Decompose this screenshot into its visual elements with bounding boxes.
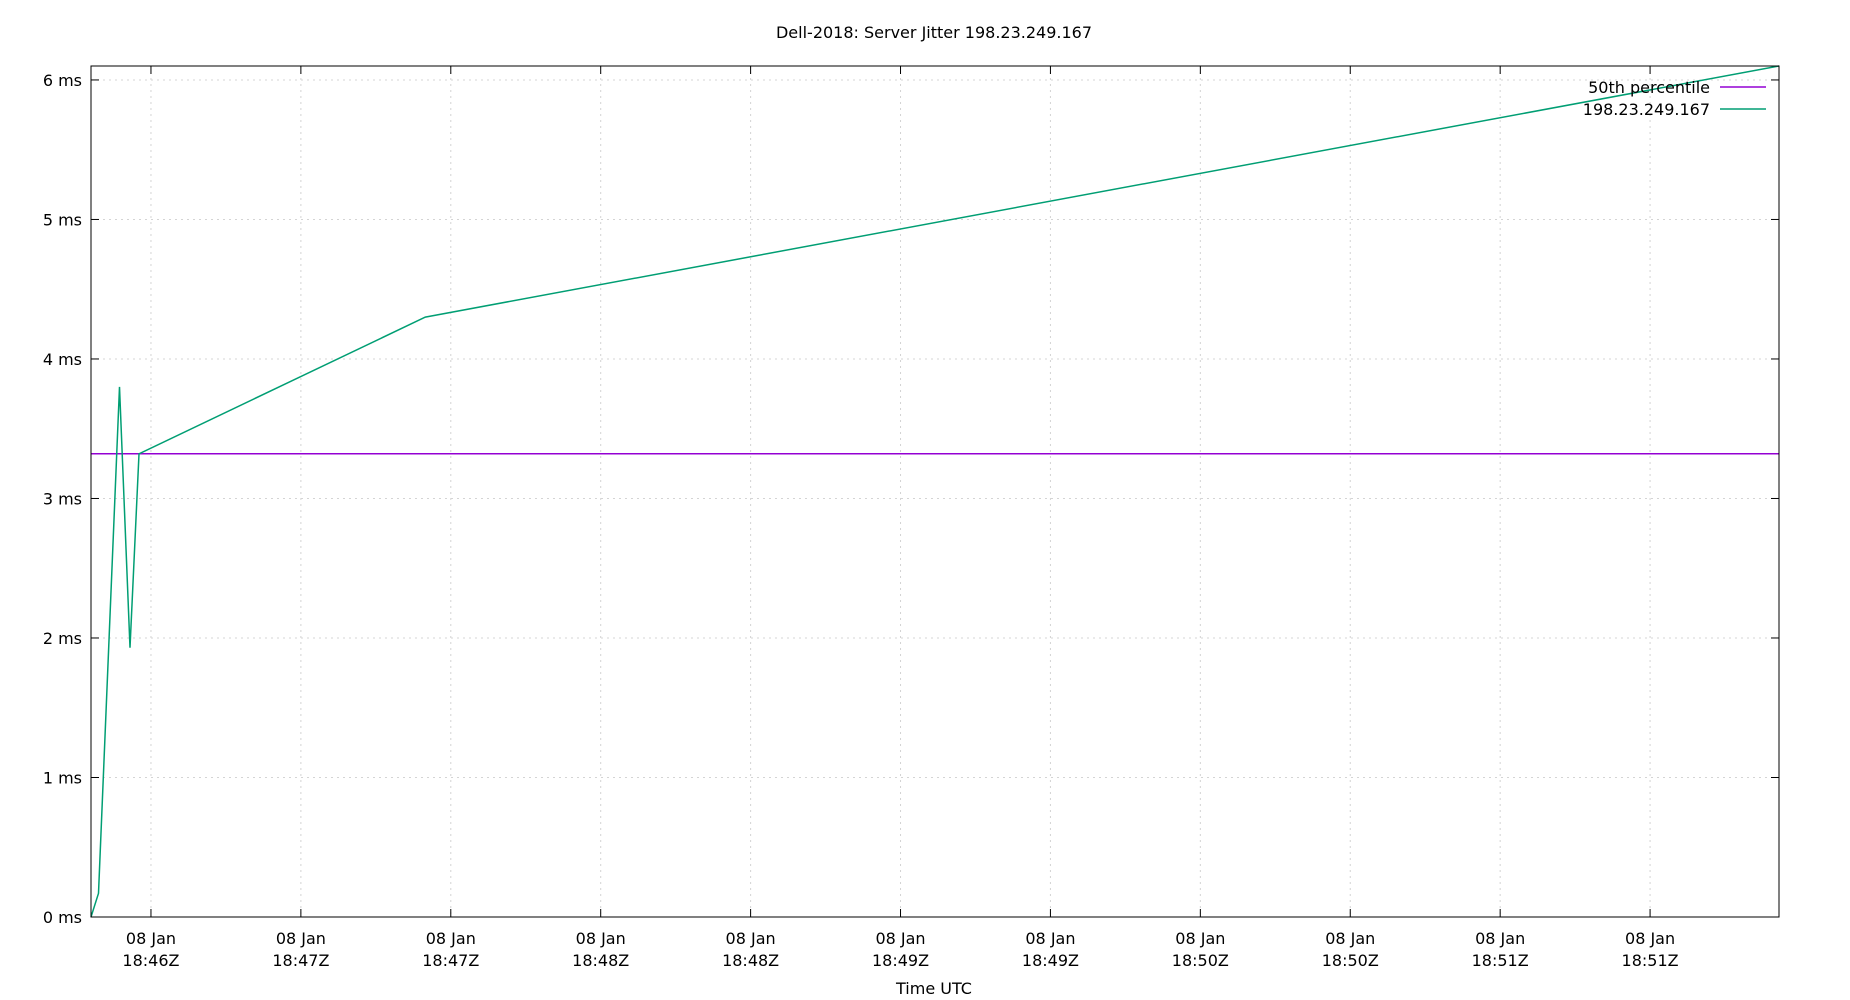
x-tick-label: 18:47Z <box>422 951 479 970</box>
y-tick-label: 5 ms <box>43 210 82 229</box>
x-tick-label: 18:51Z <box>1472 951 1529 970</box>
chart-title: Dell-2018: Server Jitter 198.23.249.167 <box>776 23 1092 42</box>
x-tick-label: 18:47Z <box>272 951 329 970</box>
plot-series <box>90 65 1780 918</box>
legend-label: 50th percentile <box>1588 78 1710 97</box>
x-tick-label: 08 Jan <box>1325 929 1375 948</box>
x-tick-label: 18:49Z <box>1022 951 1079 970</box>
x-tick-label: 08 Jan <box>126 929 176 948</box>
x-tick-label: 08 Jan <box>726 929 776 948</box>
x-tick-label: 08 Jan <box>276 929 326 948</box>
y-tick-label: 2 ms <box>43 629 82 648</box>
x-tick-label: 08 Jan <box>875 929 925 948</box>
x-tick-label: 08 Jan <box>1175 929 1225 948</box>
x-tick-label: 18:46Z <box>122 951 179 970</box>
axis-ticks: 0 ms 1 ms 2 ms 3 ms 4 ms 5 ms 6 ms 08 Jan 18:46Z… <box>43 66 1779 970</box>
x-tick-label: 18:50Z <box>1172 951 1229 970</box>
y-tick-label: 6 ms <box>43 71 82 90</box>
x-tick-label: 18:50Z <box>1322 951 1379 970</box>
x-tick-label: 18:48Z <box>722 951 779 970</box>
y-tick-label: 3 ms <box>43 489 82 508</box>
x-tick-label: 08 Jan <box>576 929 626 948</box>
x-tick-label: 08 Jan <box>1025 929 1075 948</box>
x-tick-label: 08 Jan <box>1625 929 1675 948</box>
x-tick-label: 18:49Z <box>872 951 929 970</box>
legend: 50th percentile 198.23.249.167 <box>1583 78 1766 119</box>
x-axis-label: Time UTC <box>895 979 972 998</box>
y-tick-label: 4 ms <box>43 350 82 369</box>
y-tick-label: 0 ms <box>43 908 82 927</box>
x-tick-label: 18:48Z <box>572 951 629 970</box>
x-tick-label: 08 Jan <box>426 929 476 948</box>
x-tick-label: 18:51Z <box>1622 951 1679 970</box>
grid <box>91 66 1779 917</box>
y-tick-label: 1 ms <box>43 768 82 787</box>
jitter-series-line <box>90 65 1780 918</box>
x-tick-label: 08 Jan <box>1475 929 1525 948</box>
plot-frame <box>90 65 1780 918</box>
legend-label: 198.23.249.167 <box>1583 100 1710 119</box>
